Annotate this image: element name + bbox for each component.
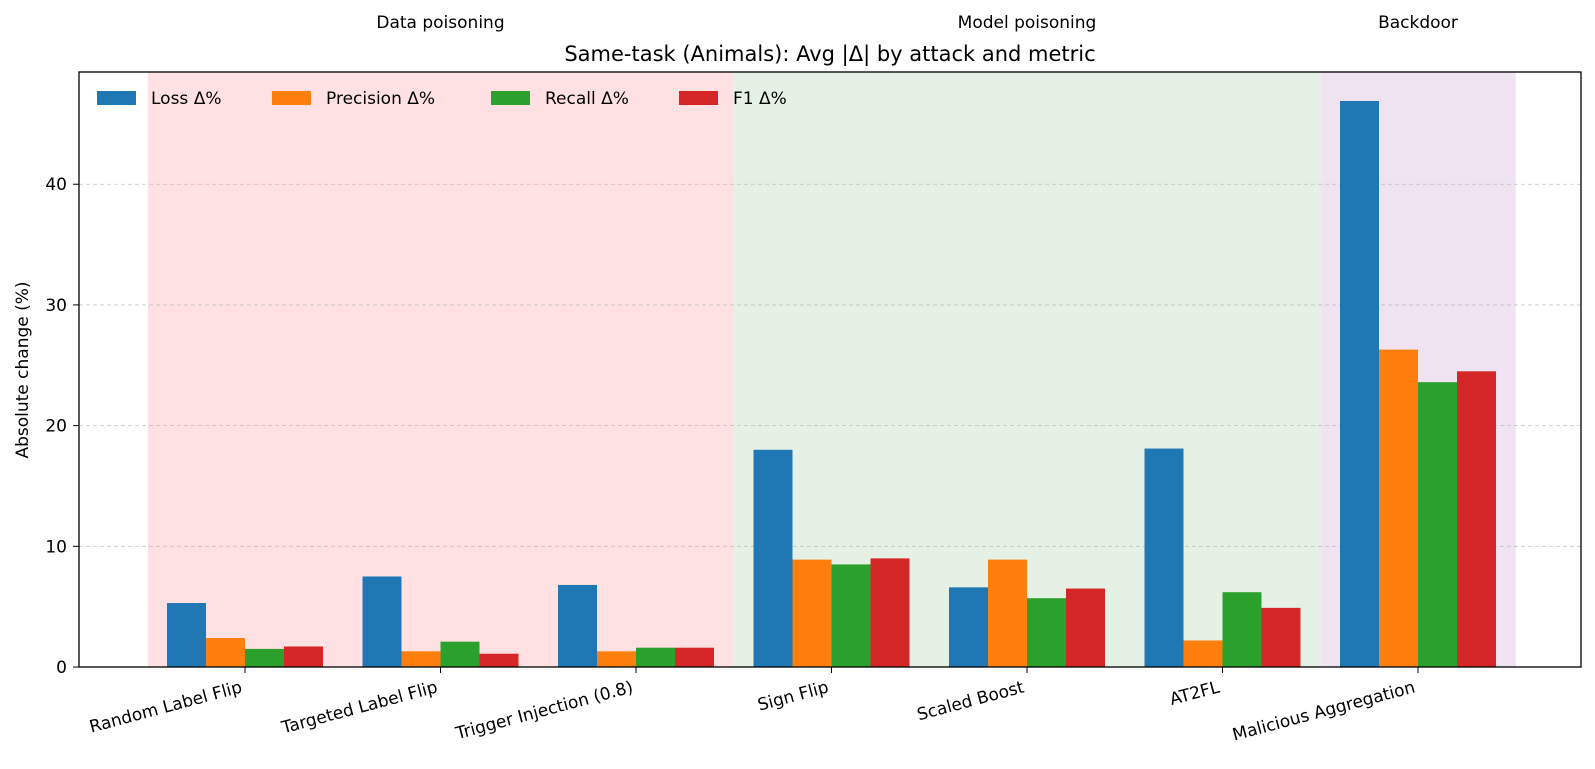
bars — [167, 100, 1496, 667]
legend-swatch — [491, 91, 530, 105]
bar — [1222, 592, 1262, 667]
group-band — [147, 72, 734, 667]
x-tick-label: Malicious Aggregation — [1230, 678, 1417, 746]
x-tick-label: Random Label Flip — [87, 678, 244, 738]
y-tick-label: 30 — [45, 296, 67, 316]
bar — [1457, 371, 1496, 667]
bar — [558, 584, 597, 667]
bar — [636, 647, 675, 667]
legend-label: Loss Δ% — [151, 89, 221, 109]
group-label: Backdoor — [1378, 13, 1458, 33]
legend-swatch — [272, 91, 311, 105]
bar — [362, 576, 402, 667]
x-axis: Random Label Flip Targeted Label Flip Trig… — [87, 667, 1419, 746]
group-bands — [147, 72, 1516, 667]
bar — [1340, 100, 1379, 667]
bar — [1027, 598, 1066, 667]
group-labels: Data poisoning Model poisoning Backdoor — [376, 13, 1458, 33]
legend-swatch — [679, 91, 718, 105]
bar — [949, 587, 988, 667]
bar — [870, 558, 910, 667]
bar — [440, 641, 480, 667]
bar — [831, 564, 871, 667]
y-tick-label: 20 — [45, 417, 67, 437]
legend-label: Precision Δ% — [326, 89, 435, 109]
legend-label: F1 Δ% — [733, 89, 787, 109]
grid-lines — [79, 183, 1581, 547]
bar — [1183, 640, 1223, 667]
bar — [1261, 607, 1301, 667]
bar — [401, 651, 441, 667]
y-tick-label: 40 — [45, 175, 67, 195]
bar — [1066, 588, 1105, 667]
bar — [1379, 349, 1418, 667]
chart-title: Same-task (Animals): Avg |Δ| by attack a… — [564, 42, 1095, 67]
bar — [1144, 448, 1184, 667]
bar — [988, 559, 1027, 667]
bar — [675, 647, 714, 667]
bar — [167, 603, 206, 667]
bar — [206, 638, 245, 667]
y-tick-label: 10 — [45, 537, 67, 557]
x-tick-label: Trigger Injection (0.8) — [453, 678, 636, 745]
legend: Loss Δ% Precision Δ% Recall Δ% F1 Δ% — [97, 89, 787, 109]
y-axis: 0 10 20 30 40 — [45, 175, 79, 678]
x-tick-label: Scaled Boost — [915, 677, 1027, 725]
bar — [1418, 382, 1457, 667]
bar — [284, 646, 323, 667]
bar — [479, 653, 519, 667]
group-label: Data poisoning — [376, 13, 504, 33]
legend-swatch — [97, 91, 136, 105]
x-tick-label: AT2FL — [1168, 677, 1223, 710]
bar — [597, 651, 636, 667]
legend-label: Recall Δ% — [545, 89, 629, 109]
x-tick-label: Targeted Label Flip — [279, 678, 440, 739]
group-label: Model poisoning — [958, 13, 1097, 33]
x-tick-label: Sign Flip — [756, 678, 831, 716]
y-axis-label: Absolute change (%) — [13, 281, 33, 458]
bar — [245, 648, 284, 667]
plot-frame — [78, 71, 1582, 668]
bar — [792, 559, 832, 667]
y-tick-label: 0 — [56, 658, 67, 678]
bar — [753, 449, 793, 667]
